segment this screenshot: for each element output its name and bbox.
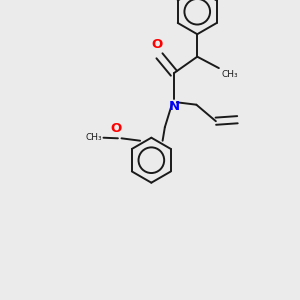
Text: CH₃: CH₃ (221, 70, 238, 80)
Text: O: O (110, 122, 122, 135)
Text: CH₃: CH₃ (85, 133, 102, 142)
Text: N: N (168, 100, 179, 112)
Text: O: O (151, 38, 162, 51)
